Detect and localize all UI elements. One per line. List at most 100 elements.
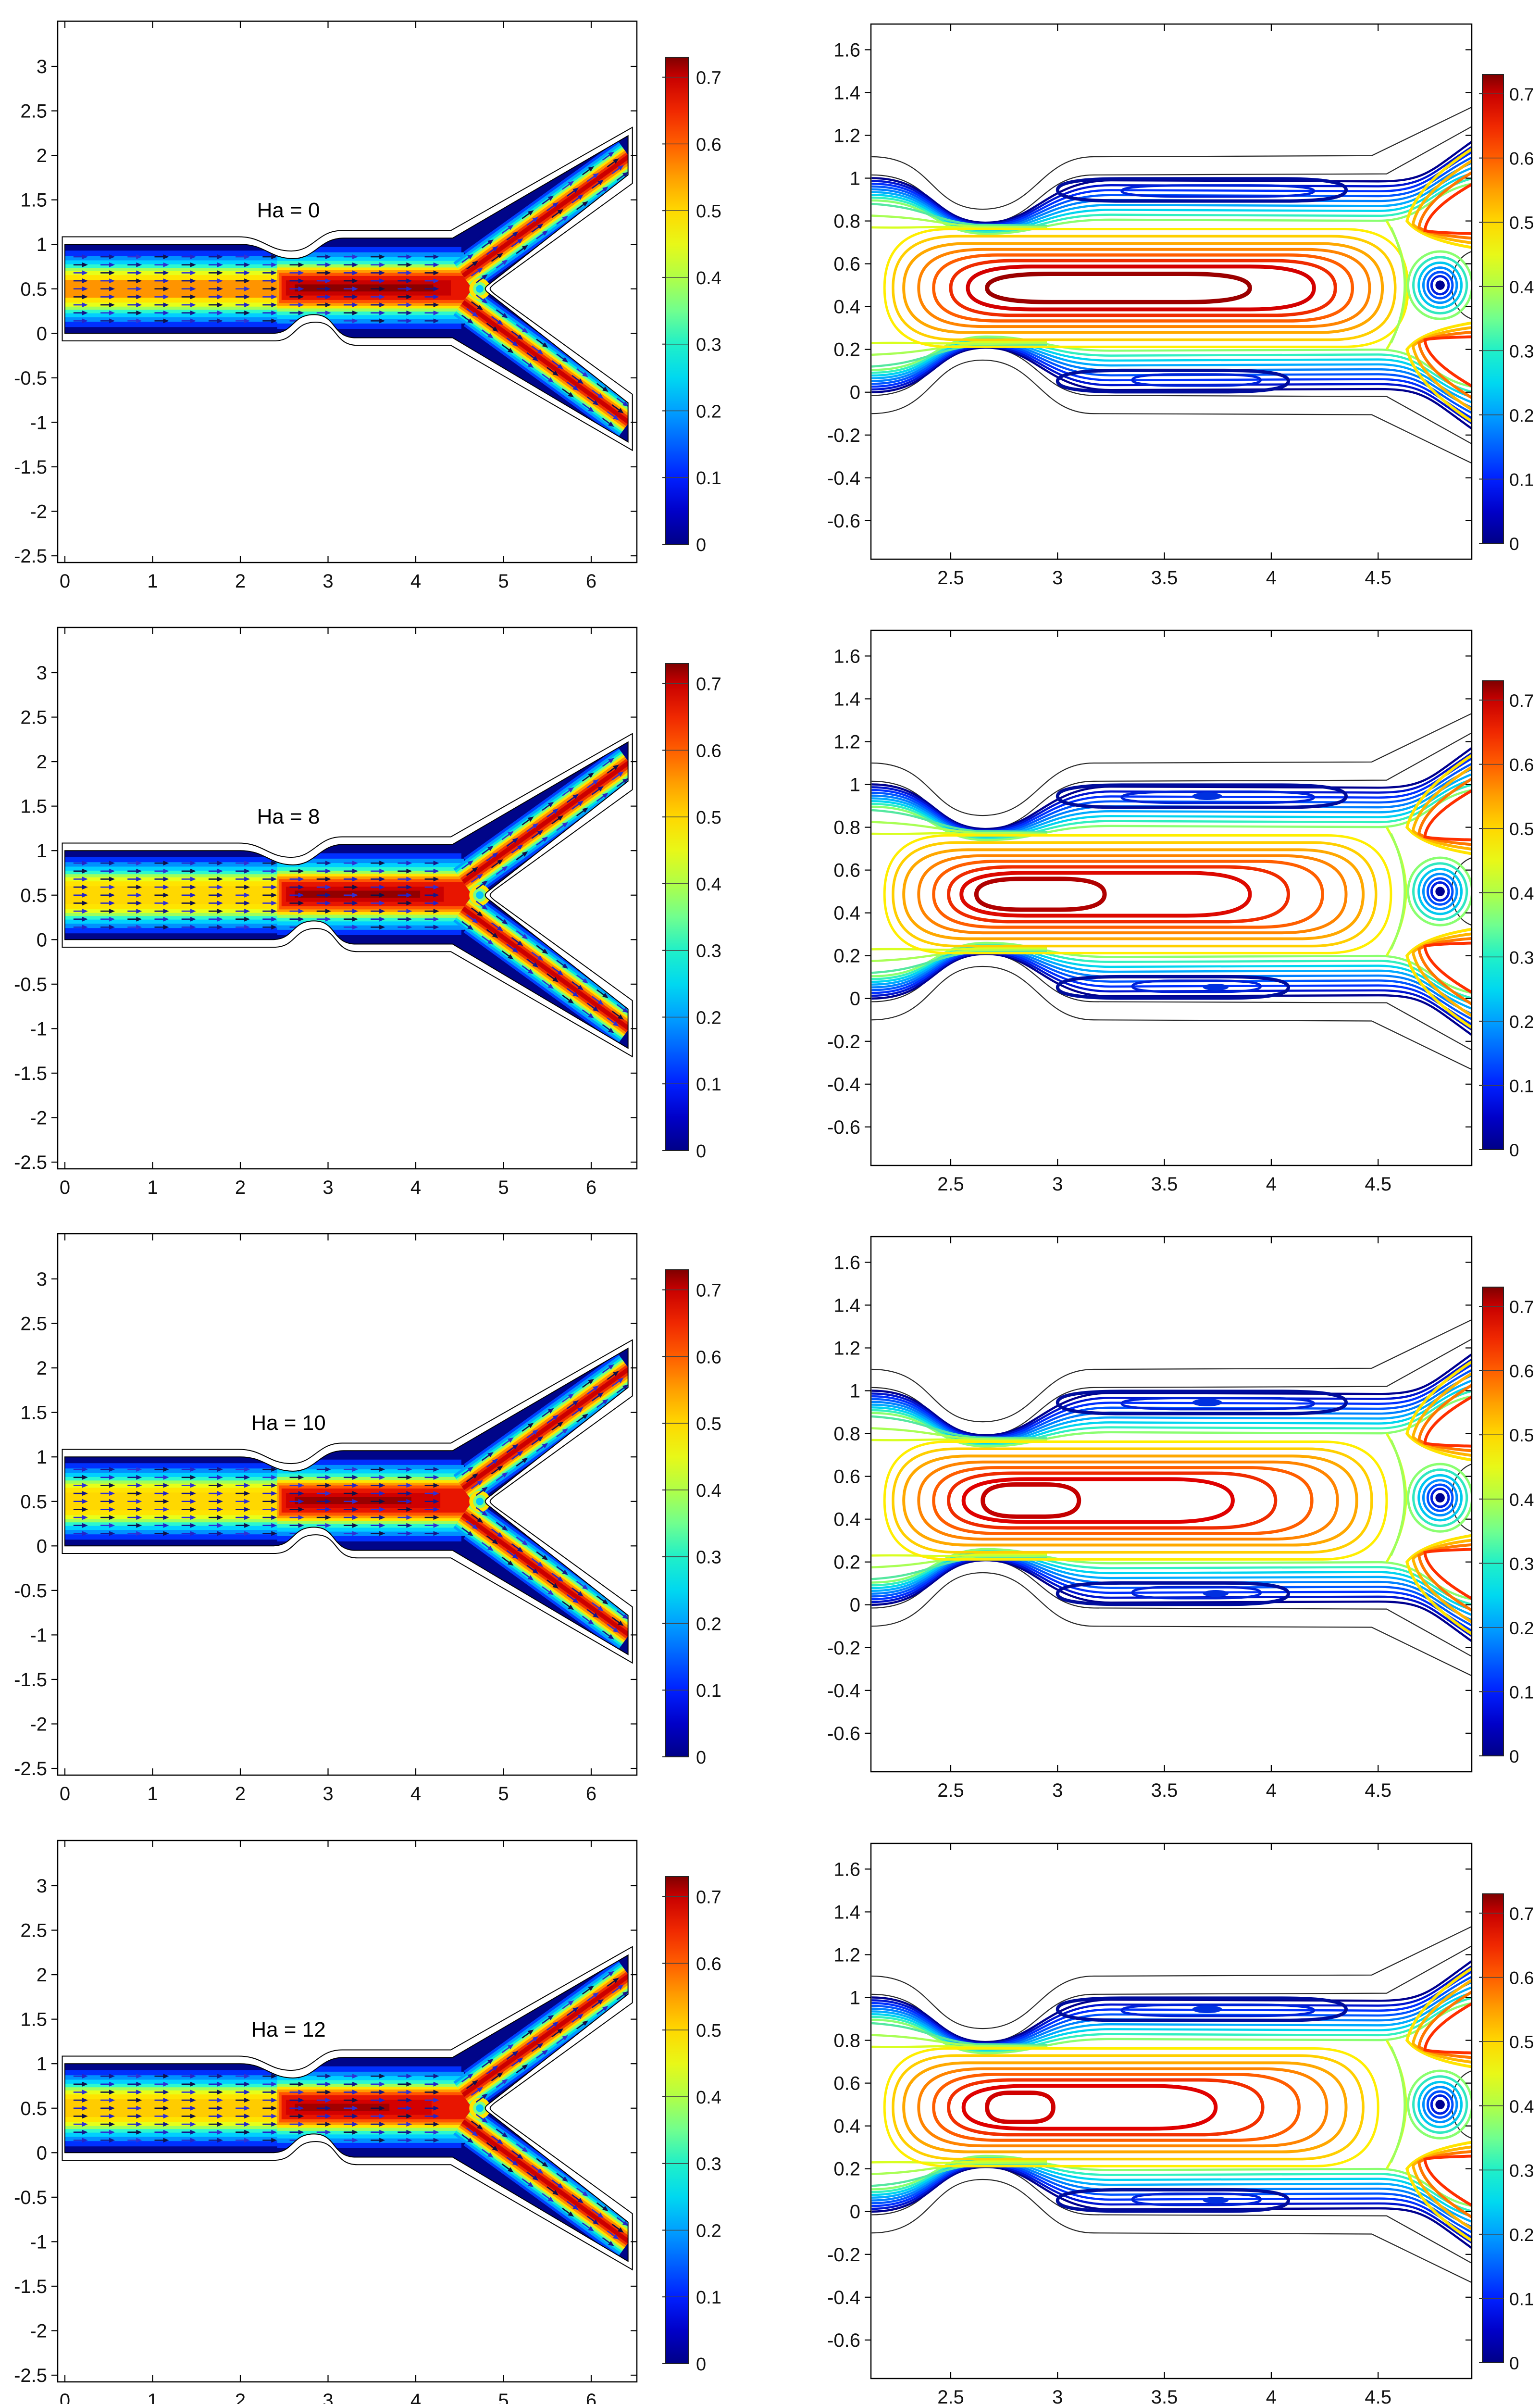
velocity-arrow-head [244, 1467, 250, 1472]
x-tick-label: 3.5 [1151, 1174, 1178, 1195]
velocity-arrow-head [433, 2098, 439, 2103]
velocity-arrow-head [217, 254, 223, 260]
velocity-arrow-head [244, 2114, 250, 2119]
velocity-arrow-head [406, 2105, 412, 2111]
velocity-arrow-head [136, 294, 142, 300]
velocity-arrow-head [562, 215, 569, 221]
x-tick-label: 3 [1052, 1780, 1063, 1801]
velocity-arrow-head [433, 310, 439, 315]
velocity-arrow-head [379, 1467, 385, 1472]
velocity-arrow-head [433, 885, 439, 890]
velocity-field [65, 1348, 628, 1655]
colorbar-tick-label: 0.3 [1509, 1554, 1534, 1574]
velocity-arrow-head [379, 861, 385, 866]
velocity-arrow-head [602, 993, 609, 999]
velocity-arrow-head [613, 764, 619, 770]
velocity-arrow-head [163, 1491, 169, 1496]
x-tick-label: 2 [235, 1783, 246, 1804]
velocity-arrow-head [298, 270, 304, 275]
velocity-arrow-head [352, 2105, 358, 2111]
velocity-arrow-head [522, 2064, 528, 2070]
velocity-arrow-head [608, 1971, 614, 1977]
y-tick-label: 0.2 [833, 339, 860, 361]
velocity-arrow-head [163, 2129, 169, 2135]
velocity-arrow-head [562, 822, 569, 827]
velocity-arrow-head [433, 892, 439, 898]
velocity-arrow-head [568, 998, 574, 1004]
velocity-arrow-head [271, 302, 277, 308]
velocity-arrow-head [109, 1507, 115, 1512]
velocity-arrow-head [244, 1515, 250, 1520]
velocity-arrow-head [467, 2138, 473, 2143]
velocity-arrow-head [163, 262, 169, 267]
velocity-arrow-head [618, 2227, 624, 2233]
channel-outer-wall [62, 1339, 633, 1664]
y-tick-label: -1 [30, 1625, 47, 1646]
channel-inner-wall [64, 1954, 629, 2262]
y-tick-label: 2 [37, 751, 47, 773]
velocity-arrow-head [352, 916, 358, 922]
velocity-arrow-head [542, 2162, 548, 2167]
velocity-arrow-head [527, 969, 534, 975]
velocity-arrow-head [379, 925, 385, 930]
y-tick-label: 0.8 [833, 2030, 860, 2052]
y-tick-label: 1 [850, 775, 860, 796]
velocity-arrow-head [82, 892, 88, 898]
velocity-arrow-head [244, 916, 250, 922]
velocity-arrow-head [406, 2122, 412, 2127]
velocity-arrow-head [163, 2105, 169, 2111]
velocity-arrow-head [379, 1499, 385, 1504]
velocity-arrow-head [572, 2007, 579, 2013]
velocity-arrow-head [217, 2114, 223, 2119]
velocity-arrow-head [379, 885, 385, 890]
velocity-surface-plot: 0 1 2 3 4 5 632.521.510.50-0.5-1-1.5-2-2.50.70… [14, 1840, 721, 2404]
velocity-arrow-head [271, 294, 277, 300]
colorbar-tick-label: 0.6 [1509, 149, 1534, 169]
velocity-arrow-head [593, 1385, 599, 1391]
velocity-arrow-head [325, 2114, 331, 2119]
y-tick-label: 1 [850, 1988, 860, 2009]
velocity-arrow-head [433, 909, 439, 914]
velocity-arrow-head [163, 2138, 169, 2143]
velocity-arrow-head [482, 2093, 488, 2099]
velocity-arrow-head [562, 1428, 569, 1434]
velocity-arrow-head [244, 302, 250, 308]
colorbar-tick-label: 0.3 [696, 941, 721, 962]
velocity-arrow-head [217, 909, 223, 914]
colorbar-tick-label: 0.4 [1509, 884, 1534, 903]
velocity-arrow-head [325, 1515, 331, 1520]
axes: 2.5 3 3.5 4 4.5 1.6 1.4 1.2 1 0.8 0.6 0.4 0.2 0 -0.2 -0… [827, 23, 1473, 588]
velocity-arrow-head [325, 2081, 331, 2087]
velocity-arrow-head [406, 2138, 412, 2143]
velocity-arrow-head [608, 1027, 614, 1033]
channel-wall-line [871, 1926, 1472, 2029]
y-tick-label: 1.4 [833, 1295, 860, 1316]
colorbar-tick-label: 0 [696, 1141, 706, 1162]
velocity-arrow-head [618, 1014, 624, 1020]
colorbar-tick-label: 0.2 [696, 1614, 721, 1634]
colorbar-tick-label: 0.7 [696, 1888, 721, 1908]
velocity-arrow-head [271, 2081, 277, 2087]
velocity-arrow-head [325, 868, 331, 874]
velocity-arrow-head [582, 807, 588, 813]
velocity-arrow-head [406, 310, 412, 315]
y-tick-label: 1 [37, 1447, 47, 1468]
y-tick-label: 3 [37, 663, 47, 684]
y-tick-label: 1.4 [833, 82, 860, 103]
velocity-arrow-head [433, 2105, 439, 2111]
y-tick-label: -0.4 [827, 1680, 860, 1702]
velocity-arrow-head [244, 2098, 250, 2103]
velocity-arrow-head [271, 892, 277, 898]
velocity-arrow-head [572, 385, 579, 391]
y-tick-label: -0.6 [827, 2330, 860, 2351]
velocity-arrow-head [163, 901, 169, 906]
velocity-arrow-head [379, 286, 385, 291]
velocity-arrow-head [537, 224, 544, 229]
velocity-arrow-head [136, 2114, 142, 2119]
velocity-arrow-head [352, 254, 358, 260]
velocity-arrow-head [508, 1437, 514, 1443]
y-tick-label: 1.4 [833, 1902, 860, 1923]
velocity-arrow-head [477, 911, 483, 917]
velocity-arrow-head [406, 278, 412, 284]
y-tick-label: 1.5 [20, 796, 47, 817]
